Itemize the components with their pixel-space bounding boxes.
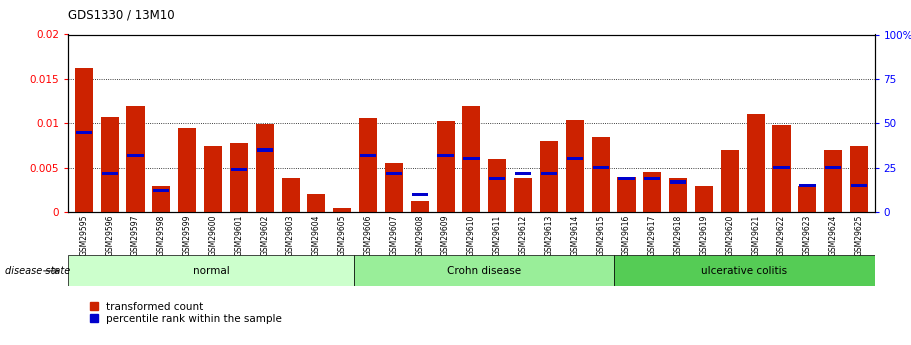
Bar xyxy=(747,115,764,212)
Bar xyxy=(825,166,842,169)
Bar xyxy=(643,172,661,212)
Text: disease state: disease state xyxy=(5,266,70,276)
Bar xyxy=(464,157,479,160)
Bar xyxy=(670,180,686,184)
Bar xyxy=(463,106,480,212)
Bar xyxy=(615,255,875,286)
Bar xyxy=(850,146,868,212)
Bar xyxy=(773,125,791,212)
Bar xyxy=(360,154,376,157)
Bar xyxy=(437,154,454,157)
Bar xyxy=(669,178,687,212)
Bar xyxy=(695,186,713,212)
Bar xyxy=(333,208,352,212)
Bar xyxy=(618,177,636,212)
Text: Crohn disease: Crohn disease xyxy=(447,266,521,276)
Bar xyxy=(359,118,377,212)
Legend: transformed count, percentile rank within the sample: transformed count, percentile rank withi… xyxy=(89,302,282,324)
Bar xyxy=(412,193,428,196)
Bar xyxy=(619,177,635,180)
Bar xyxy=(385,171,402,175)
Bar xyxy=(307,195,325,212)
Bar xyxy=(541,171,558,175)
Bar xyxy=(644,177,660,180)
Bar xyxy=(514,178,532,212)
Bar xyxy=(851,184,867,187)
Bar xyxy=(721,150,739,212)
Bar xyxy=(540,141,558,212)
Bar xyxy=(179,128,196,212)
Bar xyxy=(773,166,790,169)
Bar xyxy=(489,177,506,180)
Text: ulcerative colitis: ulcerative colitis xyxy=(701,266,788,276)
Bar xyxy=(567,157,583,160)
Bar xyxy=(101,171,118,175)
Bar xyxy=(256,124,274,212)
Bar xyxy=(824,150,843,212)
Bar xyxy=(257,148,273,151)
Bar xyxy=(68,255,354,286)
Bar xyxy=(100,117,118,212)
Bar xyxy=(411,201,429,212)
Bar xyxy=(75,68,93,212)
Bar xyxy=(384,163,403,212)
Bar xyxy=(281,178,300,212)
Bar xyxy=(566,120,584,212)
Bar xyxy=(230,168,247,171)
Bar xyxy=(515,171,531,175)
Bar xyxy=(592,166,609,169)
Bar xyxy=(127,106,145,212)
Bar xyxy=(230,143,248,212)
Bar xyxy=(204,146,222,212)
Text: normal: normal xyxy=(193,266,230,276)
Bar xyxy=(488,159,507,212)
Bar xyxy=(128,154,144,157)
Bar xyxy=(76,131,92,134)
Bar xyxy=(798,186,816,212)
Bar xyxy=(591,137,609,212)
Bar xyxy=(153,189,169,193)
Bar xyxy=(354,255,615,286)
Bar xyxy=(436,121,455,212)
Bar xyxy=(799,184,815,187)
Text: GDS1330 / 13M10: GDS1330 / 13M10 xyxy=(68,9,175,22)
Bar xyxy=(152,186,170,212)
